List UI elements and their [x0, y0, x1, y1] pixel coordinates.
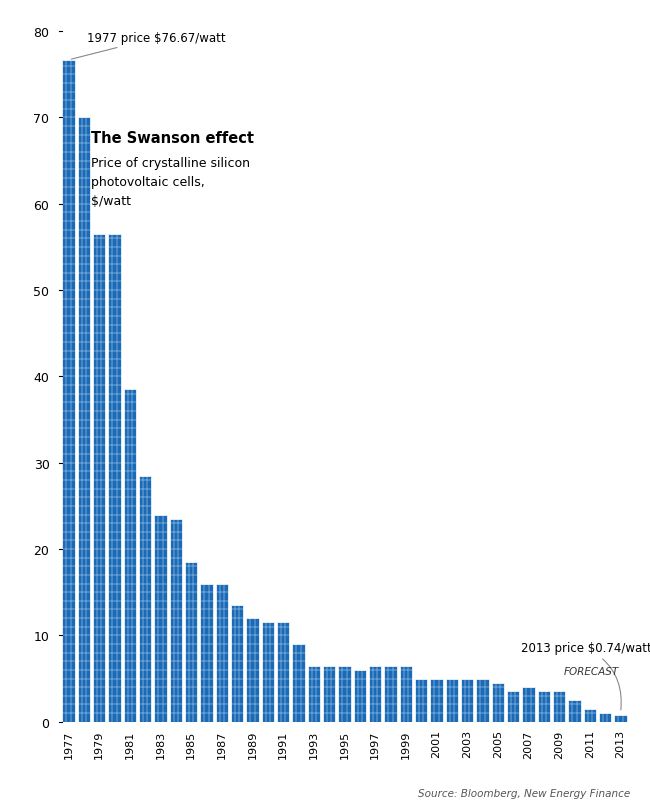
Bar	[154, 515, 167, 722]
Text: 2013 price $0.74/watt: 2013 price $0.74/watt	[521, 642, 650, 710]
Text: FORECAST: FORECAST	[564, 666, 619, 676]
Bar	[292, 644, 305, 722]
Bar	[307, 666, 320, 722]
Bar	[369, 666, 382, 722]
Text: Price of crystalline silicon
photovoltaic cells,
$/watt: Price of crystalline silicon photovoltai…	[92, 157, 250, 208]
Text: The Swanson effect: The Swanson effect	[92, 132, 254, 146]
Text: 1977 price $76.67/watt: 1977 price $76.67/watt	[71, 32, 226, 60]
Bar	[522, 687, 535, 722]
Bar	[77, 118, 90, 722]
Bar	[93, 235, 105, 722]
Bar	[538, 691, 550, 722]
Bar	[231, 606, 244, 722]
Bar	[614, 715, 627, 722]
Bar	[185, 562, 198, 722]
Bar	[354, 670, 366, 722]
Bar	[476, 678, 489, 722]
Bar	[430, 678, 443, 722]
Bar	[568, 700, 581, 722]
Bar	[261, 622, 274, 722]
Text: Source: Bloomberg, New Energy Finance: Source: Bloomberg, New Energy Finance	[418, 788, 630, 798]
Bar	[108, 235, 121, 722]
Bar	[400, 666, 412, 722]
Bar	[507, 691, 519, 722]
Bar	[338, 666, 351, 722]
Bar	[599, 713, 612, 722]
Bar	[323, 666, 335, 722]
Bar	[170, 519, 182, 722]
Bar	[491, 683, 504, 722]
Bar	[415, 678, 428, 722]
Bar	[62, 61, 75, 722]
Bar	[200, 584, 213, 722]
Bar	[384, 666, 396, 722]
Bar	[216, 584, 228, 722]
Bar	[445, 678, 458, 722]
Bar	[246, 618, 259, 722]
Bar	[277, 622, 289, 722]
Bar	[124, 390, 136, 722]
Bar	[584, 709, 596, 722]
Bar	[139, 476, 151, 722]
Bar	[461, 678, 473, 722]
Bar	[553, 691, 566, 722]
